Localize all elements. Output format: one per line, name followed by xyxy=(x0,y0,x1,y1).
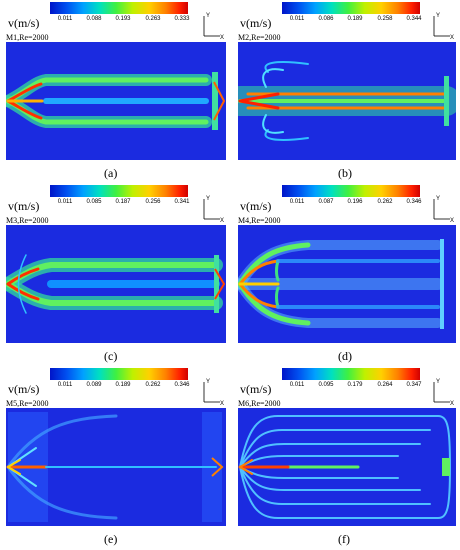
axes-indicator: Y X xyxy=(433,379,454,407)
tick-label: 0.089 xyxy=(86,382,102,388)
velocity-field xyxy=(238,408,456,526)
axes-indicator: Y X xyxy=(203,196,224,224)
tick-label: 0.256 xyxy=(145,199,161,205)
panel-b: v(m/s) 0.011 0.086 0.189 0.258 0.344 M2,… xyxy=(232,0,460,185)
tick-label: 0.341 xyxy=(174,199,190,205)
tick-label: 0.179 xyxy=(347,382,363,388)
axis-y-label: Y xyxy=(206,379,210,385)
colorbar xyxy=(50,185,188,197)
velocity-field xyxy=(6,225,226,343)
velocity-field xyxy=(238,225,456,343)
tick-label: 0.344 xyxy=(406,16,422,22)
velocity-unit-label: v(m/s) xyxy=(240,199,272,213)
case-label: M3,Re=2000 xyxy=(6,216,49,225)
panel-caption: (c) xyxy=(104,349,118,363)
axis-x-label: X xyxy=(220,35,224,41)
panel-caption: (f) xyxy=(338,532,350,546)
axis-x-label: X xyxy=(220,401,224,407)
tick-label: 0.011 xyxy=(57,199,73,205)
tick-label: 0.011 xyxy=(57,382,73,388)
axis-y-label: Y xyxy=(206,196,210,202)
tick-label: 0.011 xyxy=(57,16,73,22)
axis-x-label: X xyxy=(450,401,454,407)
case-label: M6,Re=2000 xyxy=(238,399,281,408)
tick-label: 0.095 xyxy=(318,382,334,388)
case-label: M2,Re=2000 xyxy=(238,33,281,42)
tick-label: 0.258 xyxy=(377,16,393,22)
axis-y-label: Y xyxy=(436,13,440,19)
panel-caption: (a) xyxy=(104,166,118,180)
panel-e: v(m/s) 0.011 0.089 0.189 0.262 0.346 M5,… xyxy=(0,366,230,550)
velocity-unit-label: v(m/s) xyxy=(8,382,40,396)
panel-caption: (b) xyxy=(338,166,352,180)
tick-label: 0.087 xyxy=(318,199,334,205)
axis-y-label: Y xyxy=(206,13,210,19)
tick-label: 0.011 xyxy=(289,199,305,205)
case-label: M5,Re=2000 xyxy=(6,399,49,408)
tick-label: 0.347 xyxy=(406,382,422,388)
tick-label: 0.193 xyxy=(115,16,131,22)
tick-label: 0.264 xyxy=(377,382,393,388)
velocity-unit-label: v(m/s) xyxy=(240,16,272,30)
axes-indicator: Y X xyxy=(203,379,224,407)
panel-a: v(m/s) 0.011 0.088 0.193 0.263 0.333 M1,… xyxy=(0,0,230,185)
panel-f: v(m/s) 0.011 0.095 0.179 0.264 0.347 M6,… xyxy=(232,366,460,550)
tick-label: 0.085 xyxy=(86,199,102,205)
tick-label: 0.196 xyxy=(347,199,363,205)
tick-label: 0.187 xyxy=(115,199,131,205)
tick-label: 0.263 xyxy=(145,16,161,22)
velocity-unit-label: v(m/s) xyxy=(240,382,272,396)
velocity-unit-label: v(m/s) xyxy=(8,16,40,30)
axis-y-label: Y xyxy=(436,196,440,202)
axes-indicator: Y X xyxy=(203,13,224,41)
colorbar xyxy=(282,2,420,14)
panel-d: v(m/s) 0.011 0.087 0.196 0.262 0.346 M4,… xyxy=(232,183,460,368)
axis-x-label: X xyxy=(450,35,454,41)
tick-label: 0.333 xyxy=(174,16,190,22)
colorbar xyxy=(50,2,188,14)
axis-y-label: Y xyxy=(436,379,440,385)
colorbar xyxy=(282,368,420,380)
colorbar xyxy=(50,368,188,380)
tick-label: 0.189 xyxy=(115,382,131,388)
case-label: M1,Re=2000 xyxy=(6,33,49,42)
velocity-field xyxy=(6,42,226,160)
panel-caption: (e) xyxy=(104,532,118,546)
velocity-field xyxy=(238,42,456,160)
case-label: M4,Re=2000 xyxy=(238,216,281,225)
axis-x-label: X xyxy=(450,218,454,224)
tick-label: 0.262 xyxy=(377,199,393,205)
panel-c: v(m/s) 0.011 0.085 0.187 0.256 0.341 M3,… xyxy=(0,183,230,368)
tick-label: 0.011 xyxy=(289,382,305,388)
tick-label: 0.189 xyxy=(347,16,363,22)
velocity-field xyxy=(6,408,226,526)
axes-indicator: Y X xyxy=(433,196,454,224)
tick-label: 0.346 xyxy=(174,382,190,388)
axes-indicator: Y X xyxy=(433,13,454,41)
tick-label: 0.262 xyxy=(145,382,161,388)
tick-label: 0.346 xyxy=(406,199,422,205)
panel-caption: (d) xyxy=(338,349,352,363)
tick-label: 0.088 xyxy=(86,16,102,22)
axis-x-label: X xyxy=(220,218,224,224)
velocity-unit-label: v(m/s) xyxy=(8,199,40,213)
tick-label: 0.011 xyxy=(289,16,305,22)
tick-label: 0.086 xyxy=(318,16,334,22)
colorbar xyxy=(282,185,420,197)
